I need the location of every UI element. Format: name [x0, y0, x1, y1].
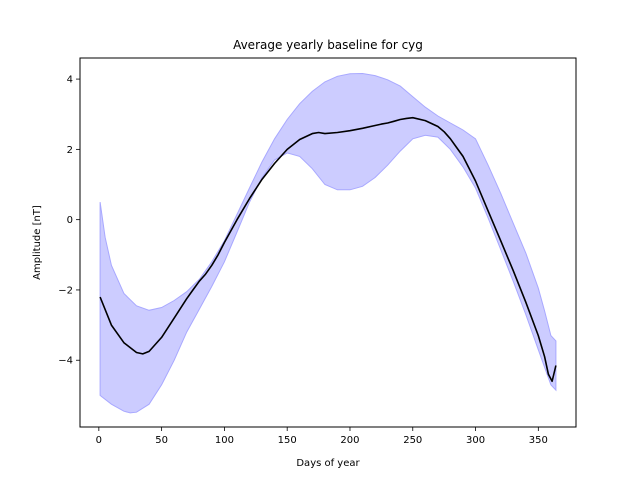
x-tick-label: 150 [278, 435, 297, 446]
x-tick-label: 50 [155, 435, 168, 446]
x-tick-label: 250 [403, 435, 422, 446]
y-tick-label: 4 [67, 75, 73, 86]
y-tick-label: −2 [58, 285, 73, 296]
x-tick-label: 350 [529, 435, 548, 446]
axis-ticks: 0 50 100 150 200 250 300 350 −4 −2 0 2 4 [58, 75, 548, 446]
x-tick-label: 0 [96, 435, 102, 446]
confidence-band [99, 72, 557, 414]
mean-line [99, 116, 557, 383]
y-tick-label: 2 [67, 145, 73, 156]
axes-frame [79, 57, 577, 428]
y-tick-label: −4 [58, 356, 73, 367]
plot-area [99, 72, 557, 414]
x-tick-label: 100 [215, 435, 234, 446]
chart-title: Average yearly baseline for cyg [233, 38, 423, 52]
x-axis-title: Days of year [296, 458, 360, 469]
x-tick-label: 200 [340, 435, 359, 446]
y-tick-label: 0 [67, 215, 73, 226]
y-axis-title: Amplitude [nT] [32, 205, 43, 280]
x-tick-label: 300 [466, 435, 485, 446]
